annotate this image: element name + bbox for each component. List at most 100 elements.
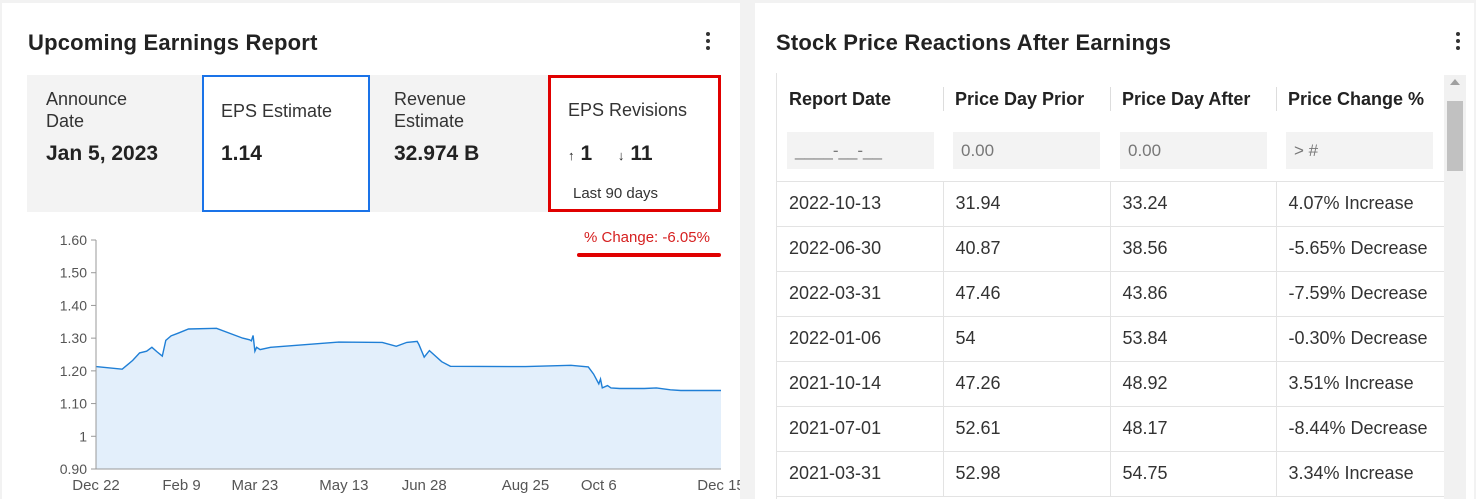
cell-date: 2022-10-13 [777,181,944,227]
metric-eps-estimate[interactable]: EPS Estimate 1.14 [202,75,370,212]
y-tick-label: 1.50 [60,265,87,281]
filter-price-change-input[interactable]: > # [1286,132,1433,170]
x-tick-label: Oct 6 [581,477,617,494]
cell-change: -8.44% Decrease [1276,406,1445,452]
x-tick-label: Dec 22 [72,477,120,494]
cell-change: 3.34% Increase [1276,451,1445,497]
table-row[interactable]: 2021-10-14 47.26 48.92 3.51% Increase [777,361,1445,407]
kebab-menu-icon[interactable] [1455,32,1461,52]
cell-prior: 52.61 [943,406,1111,452]
cell-date: 2022-03-31 [777,271,944,317]
cell-change: 3.51% Increase [1276,361,1445,407]
y-tick-label: 0.90 [60,461,87,477]
x-tick-label: Jun 28 [402,477,447,494]
filter-row: ____-__-__ 0.00 0.00 > # [777,121,1445,182]
card-title-upcoming-earnings: Upcoming Earnings Report [28,30,318,55]
revisions-counts: ↑ 1 ↓ 11 [568,142,653,166]
column-header-label: Price Change % [1288,88,1425,109]
x-tick-label: Aug 25 [502,477,550,494]
table-row[interactable]: 2022-10-13 31.94 33.24 4.07% Increase [777,181,1445,227]
cell-change: -7.59% Decrease [1276,271,1445,317]
eps-line [95,327,721,392]
metric-label: EPS Estimate [221,101,333,121]
revisions-up-count: 1 [580,142,593,165]
table-row[interactable]: 2022-01-06 54 53.84 -0.30% Decrease [777,316,1445,362]
metric-label: Announce Date [46,89,128,131]
cell-date: 2021-07-01 [777,406,944,452]
y-tick-label: 1.20 [60,363,87,379]
y-tick-label: 1.60 [60,232,87,248]
percent-change-label: % Change: -6.05% [584,229,710,246]
metric-value: Jan 5, 2023 [46,142,159,165]
cell-prior: 40.87 [943,226,1111,272]
table-row[interactable]: 2022-03-31 47.46 43.86 -7.59% Decrease [777,271,1445,317]
cell-after: 54.75 [1110,451,1277,497]
scroll-up-arrow-icon[interactable] [1450,79,1460,85]
y-tick-label: 1.30 [60,330,87,346]
kebab-menu-icon[interactable] [705,32,711,52]
x-tick-label: Dec 15 [697,477,740,494]
metric-revenue-estimate[interactable]: Revenue Estimate 32.974 B [372,75,547,212]
eps-trend-chart: 0.90 1 1.10 1.20 1.30 1.40 1.50 1.60 Dec 22 Feb 9… [2,213,740,499]
cell-prior: 52.98 [943,451,1111,497]
filter-cell: ____-__-__ [777,121,943,182]
cell-change: -0.30% Decrease [1276,316,1445,362]
filter-cell: 0.00 [943,121,1110,182]
metrics-panel: Announce Date Jan 5, 2023 EPS Estimate 1… [27,75,721,212]
y-tick-label: 1.10 [60,396,87,412]
cell-change: -5.65% Decrease [1276,226,1445,272]
upcoming-earnings-card: Upcoming Earnings Report Announce Date J… [2,3,740,499]
cell-prior: 47.26 [943,361,1111,407]
column-header-report-date[interactable]: Report Date [789,88,892,109]
x-tick-label: Mar 23 [232,477,279,494]
scrollbar-thumb[interactable] [1447,101,1463,171]
cell-date: 2021-03-31 [777,451,944,497]
column-header-label: Price Day After [1122,88,1251,109]
table-row[interactable]: 2021-07-01 52.61 48.17 -8.44% Decrease [777,406,1445,452]
filter-price-prior-input[interactable]: 0.00 [953,132,1100,170]
table-row[interactable]: 2021-03-31 52.98 54.75 3.34% Increase [777,451,1445,497]
x-tick-label: May 13 [319,477,368,494]
metric-eps-revisions[interactable]: EPS Revisions ↑ 1 ↓ 11 Last 90 days [548,75,721,212]
cell-after: 48.17 [1110,406,1277,452]
cell-date: 2022-01-06 [777,316,944,362]
metric-announce-date[interactable]: Announce Date Jan 5, 2023 [27,75,201,212]
y-tick-label: 1 [79,428,87,444]
cell-change: 4.07% Increase [1276,181,1445,227]
filter-price-after-input[interactable]: 0.00 [1120,132,1267,170]
arrow-up-icon: ↑ [568,148,575,163]
metric-value: 1.14 [221,142,262,165]
table-row[interactable]: 2022-06-30 40.87 38.56 -5.65% Decrease [777,226,1445,272]
price-reactions-card: Stock Price Reactions After Earnings Rep… [755,3,1474,499]
cell-prior: 47.46 [943,271,1111,317]
filter-cell: > # [1276,121,1445,182]
cell-after: 33.24 [1110,181,1277,227]
cell-after: 43.86 [1110,271,1277,317]
eps-chart-svg: 0.90 1 1.10 1.20 1.30 1.40 1.50 1.60 Dec 22 Feb 9… [60,232,740,494]
cell-after: 53.84 [1110,316,1277,362]
cell-prior: 31.94 [943,181,1111,227]
column-separator [1110,87,1111,111]
cell-prior: 54 [943,316,1111,362]
column-header-label: Price Day Prior [955,88,1085,109]
cell-after: 48.92 [1110,361,1277,407]
y-tick-label: 1.40 [60,297,87,313]
card-title-price-reactions: Stock Price Reactions After Earnings [776,30,1172,55]
cell-date: 2021-10-14 [777,361,944,407]
price-reactions-table: Report Date Price Day Prior Price Day Af… [776,73,1445,499]
x-tick-label: Feb 9 [162,477,200,494]
column-header-price-day-after[interactable]: Price Day After [1110,73,1276,121]
column-separator [1276,87,1277,111]
column-separator [943,87,944,111]
filter-report-date-input[interactable]: ____-__-__ [787,132,934,170]
column-header-price-day-prior[interactable]: Price Day Prior [943,73,1110,121]
eps-area [96,328,721,469]
table-scrollbar[interactable] [1444,75,1466,499]
percent-change-underline [577,253,721,257]
column-header-price-change[interactable]: Price Change % [1276,73,1445,121]
cell-after: 38.56 [1110,226,1277,272]
revisions-down-count: 11 [630,142,653,165]
metric-value: 32.974 B [394,142,480,165]
filter-cell: 0.00 [1110,121,1276,182]
arrow-down-icon: ↓ [617,148,625,163]
